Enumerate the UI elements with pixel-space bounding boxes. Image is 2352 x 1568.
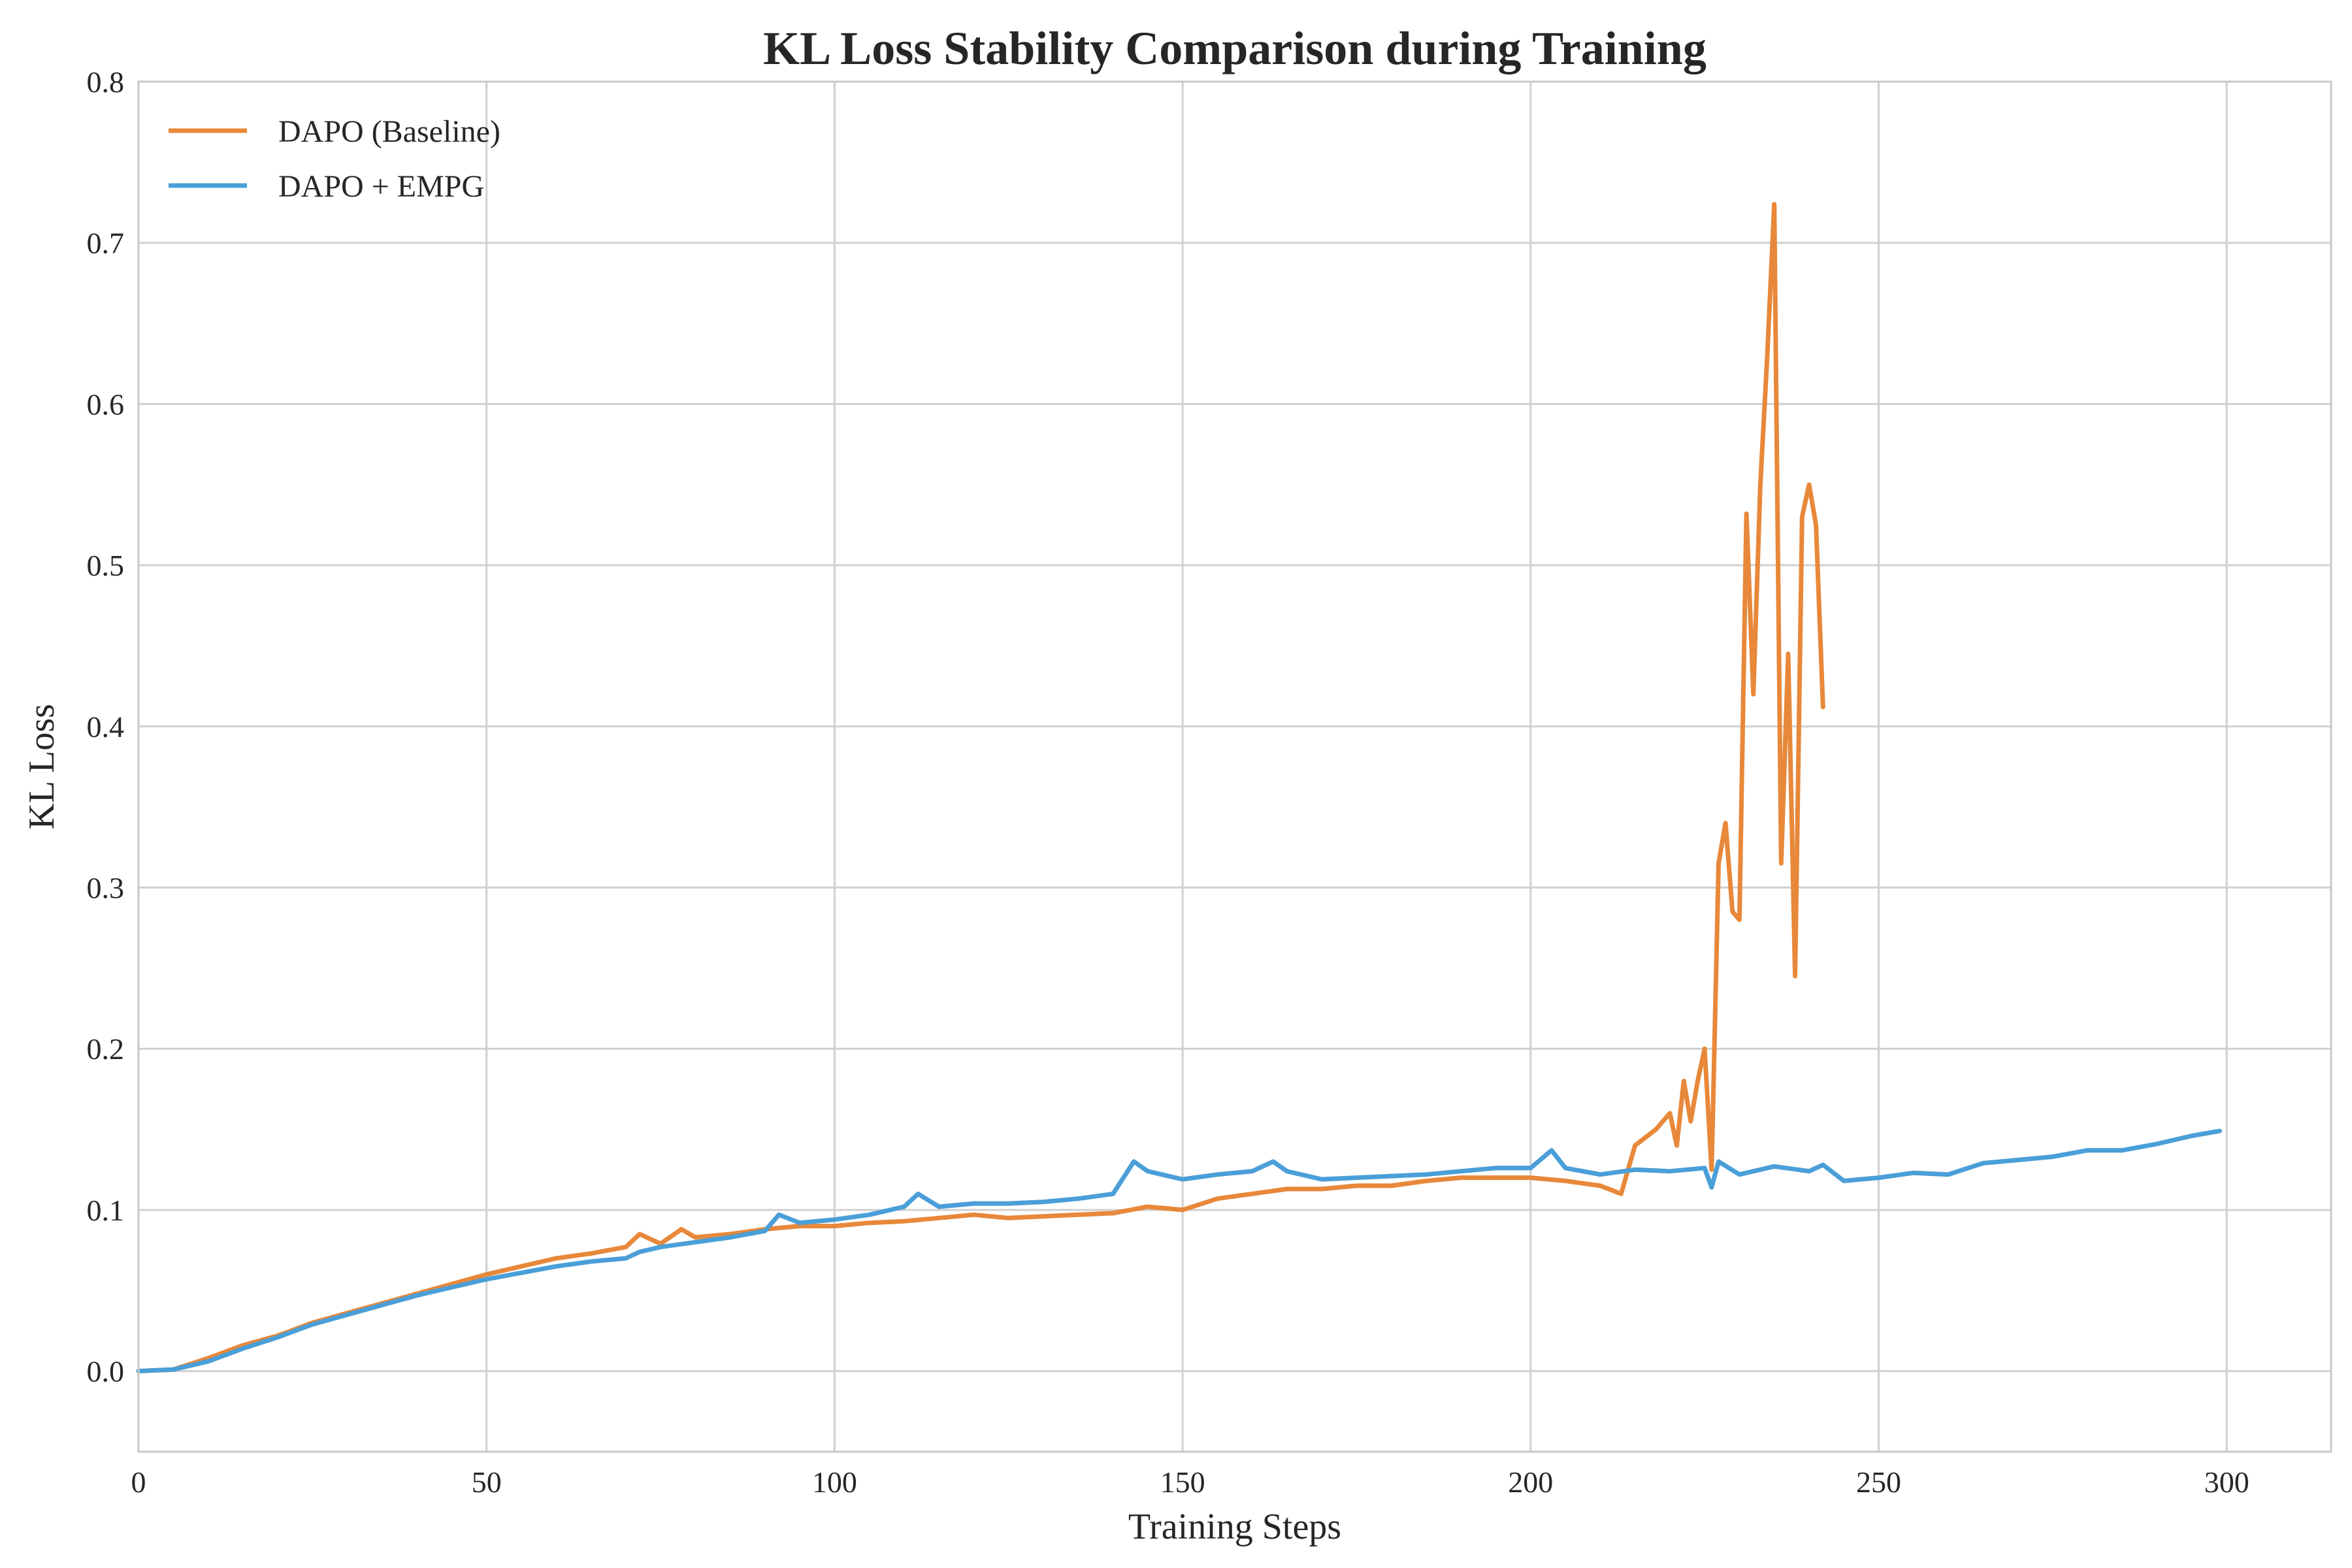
y-tick-label: 0.8 <box>87 65 125 99</box>
plot-frame <box>137 80 2332 1453</box>
chart-title: KL Loss Stability Comparison during Trai… <box>763 22 1707 74</box>
y-tick-label: 0.7 <box>87 227 125 260</box>
legend: DAPO (Baseline) DAPO + EMPG <box>169 114 500 204</box>
y-tick-label: 0.4 <box>87 710 125 743</box>
y-tick-label: 0.1 <box>87 1194 125 1227</box>
x-axis-label: Training Steps <box>1128 1507 1341 1547</box>
y-tick-label: 0.0 <box>87 1355 125 1388</box>
legend-label-dapo-baseline: DAPO (Baseline) <box>278 114 500 149</box>
x-tick-label: 300 <box>2204 1465 2249 1499</box>
x-tick-label: 50 <box>472 1465 502 1499</box>
series-line-dapo-empg <box>136 1128 2222 1374</box>
y-axis-label: KL Loss <box>22 704 62 829</box>
series-layer <box>136 202 2222 1374</box>
y-tick-label: 0.2 <box>87 1032 125 1066</box>
grid-layer <box>137 80 2331 1452</box>
y-tick-label: 0.3 <box>87 872 125 905</box>
x-tick-label: 200 <box>1508 1465 1553 1499</box>
x-tick-label: 150 <box>1160 1465 1205 1499</box>
x-tick-label: 250 <box>1856 1465 1901 1499</box>
y-tick-label: 0.5 <box>87 549 125 582</box>
x-tick-label: 100 <box>812 1465 857 1499</box>
series-line-dapo-baseline <box>136 202 1825 1374</box>
x-tick-label: 0 <box>131 1465 146 1499</box>
y-tick-label: 0.6 <box>87 387 125 421</box>
legend-label-dapo-empg: DAPO + EMPG <box>278 169 484 204</box>
tick-layer: 0 50 100 150 200 250 300 0.0 0.1 0.2 0.3 0.4 0.5 0.6 0… <box>87 65 2249 1499</box>
